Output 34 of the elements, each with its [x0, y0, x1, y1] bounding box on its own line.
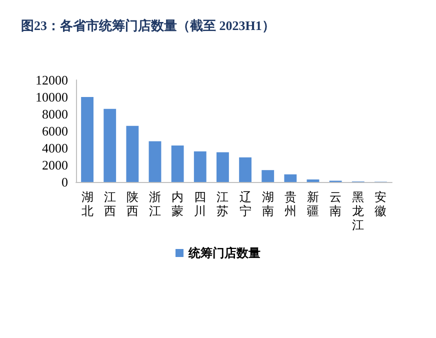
bar [126, 126, 139, 182]
x-tick-label: 云南 [330, 190, 342, 218]
y-tick-label: 6000 [42, 124, 68, 138]
x-tick-label: 浙江 [149, 190, 161, 218]
y-tick-label: 8000 [42, 106, 68, 122]
bar [284, 174, 297, 182]
legend-label: 统筹门店数量 [188, 246, 260, 260]
y-tick-label: 0 [62, 174, 68, 190]
x-tick-label: 四川 [194, 190, 206, 218]
y-tick-label: 4000 [42, 140, 68, 156]
x-tick-label: 江西 [104, 190, 116, 218]
x-tick-label: 湖北 [81, 190, 94, 218]
bar [239, 157, 252, 182]
bar [306, 179, 320, 182]
x-tick-label: 新疆 [307, 190, 319, 218]
bar [171, 145, 184, 182]
chart-title: 图23：各省市统筹门店数量（截至 2023H1） [21, 18, 275, 33]
x-tick-label: 安徽 [374, 190, 387, 218]
x-tick-label: 陕西 [126, 190, 138, 218]
bar [194, 151, 206, 182]
y-tick-label: 2000 [42, 158, 68, 172]
x-tick-label: 内蒙 [172, 190, 184, 218]
x-tick-label: 湖南 [262, 190, 274, 218]
bar [81, 97, 94, 182]
bar [216, 152, 229, 182]
x-tick-label: 辽宁 [239, 190, 252, 218]
bar [148, 141, 162, 182]
y-tick-label: 12000 [36, 72, 68, 88]
x-tick-label: 黑龙江 [352, 190, 364, 232]
bar [104, 108, 116, 182]
y-tick-label: 10000 [36, 90, 68, 104]
x-tick-label: 江苏 [216, 190, 229, 218]
bar [262, 170, 274, 182]
x-tick-label: 贵州 [284, 190, 296, 218]
